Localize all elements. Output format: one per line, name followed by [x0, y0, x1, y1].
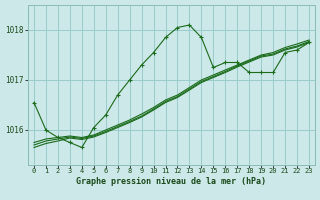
X-axis label: Graphe pression niveau de la mer (hPa): Graphe pression niveau de la mer (hPa) [76, 177, 267, 186]
